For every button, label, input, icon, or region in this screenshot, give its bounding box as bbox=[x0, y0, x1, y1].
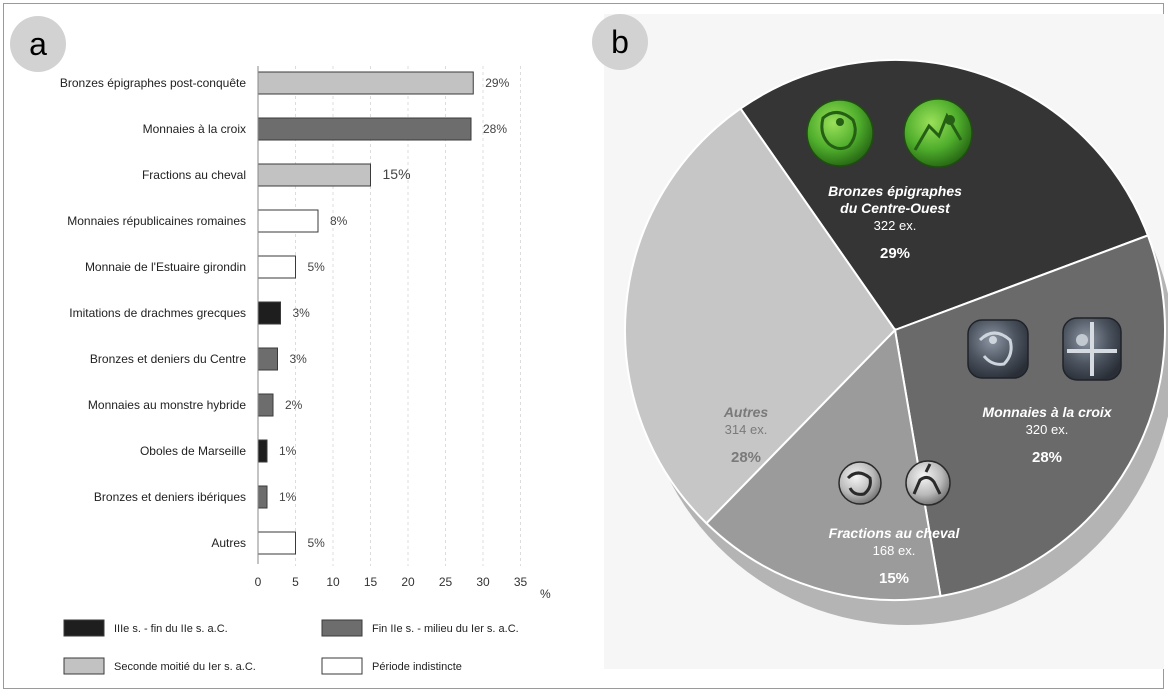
x-tick-label: 30 bbox=[476, 575, 490, 589]
legend-swatch bbox=[63, 619, 105, 637]
legend-label: Période indistincte bbox=[372, 661, 462, 673]
slice-count-label: 168 ex. bbox=[873, 543, 916, 558]
period-legend: IIIe s. - fin du IIe s. a.C. Fin IIe s. -… bbox=[63, 619, 519, 675]
legend-swatch bbox=[321, 619, 363, 637]
horse-fraction-coin-right-icon bbox=[905, 460, 951, 506]
slice-percent-label: 15% bbox=[879, 570, 909, 587]
cross-coin-right-icon bbox=[1062, 317, 1122, 381]
bar-value-label: 3% bbox=[293, 306, 311, 320]
x-tick-label: 15 bbox=[364, 575, 378, 589]
category-label: Monnaies au monstre hybride bbox=[88, 398, 246, 412]
bar-value-label: 1% bbox=[279, 490, 297, 504]
legend-swatch bbox=[63, 657, 105, 675]
x-tick-label: 25 bbox=[439, 575, 453, 589]
pie-slice bbox=[705, 327, 942, 601]
bar-value-label: 15% bbox=[383, 166, 411, 182]
bar bbox=[257, 163, 371, 187]
category-label: Oboles de Marseille bbox=[140, 444, 246, 458]
bar-value-label: 5% bbox=[308, 536, 326, 550]
bar bbox=[257, 393, 274, 417]
coin-illustrations bbox=[806, 98, 1122, 506]
legend-label: Fin IIe s. - milieu du Ier s. a.C. bbox=[372, 623, 519, 635]
slice-name-label: Bronzes épigraphes bbox=[828, 183, 962, 199]
bar bbox=[257, 485, 268, 509]
x-axis-unit-label: % bbox=[540, 587, 551, 601]
slice-name-label: Autres bbox=[723, 404, 769, 420]
panel-a-badge-circle bbox=[10, 16, 66, 72]
slice-name-label: Fractions au cheval bbox=[829, 525, 961, 541]
category-label: Bronzes épigraphes post-conquête bbox=[60, 76, 246, 90]
slice-percent-label: 29% bbox=[880, 245, 910, 262]
panel-b-badge-circle bbox=[592, 14, 648, 70]
slice-name-label: Monnaies à la croix bbox=[982, 404, 1112, 420]
slice-name-label-line2: du Centre-Ouest bbox=[840, 200, 951, 216]
x-tick-label: 35 bbox=[514, 575, 528, 589]
panel-a-badge-letter: a bbox=[29, 26, 47, 62]
pie-slice bbox=[624, 107, 897, 525]
legend-swatch bbox=[321, 657, 363, 675]
category-label: Fractions au cheval bbox=[142, 168, 246, 182]
panel-b-pie-chart: b bbox=[592, 14, 1168, 669]
x-axis-tick-labels: 0 5 10 15 20 25 30 35 bbox=[255, 575, 528, 589]
cross-coin-left-icon bbox=[967, 319, 1029, 379]
category-label: Autres bbox=[211, 536, 246, 550]
bar bbox=[257, 71, 474, 95]
bar bbox=[257, 439, 268, 463]
category-label: Monnaie de l'Estuaire girondin bbox=[85, 260, 246, 274]
category-label: Monnaies à la croix bbox=[143, 122, 246, 136]
bar-value-label: 5% bbox=[308, 260, 326, 274]
bar-value-label: 3% bbox=[290, 352, 308, 366]
slice-count-label: 320 ex. bbox=[1026, 422, 1069, 437]
legend-label: IIIe s. - fin du IIe s. a.C. bbox=[114, 623, 228, 635]
bar-value-label: 1% bbox=[279, 444, 297, 458]
panel-a-bar-chart: a Bronzes épigraphes post-conquête 29% Mon… bbox=[10, 16, 551, 675]
bar bbox=[257, 531, 296, 555]
panel-b-badge-letter: b bbox=[611, 24, 629, 60]
slice-percent-label: 28% bbox=[731, 449, 761, 466]
horse-fraction-coin-left-icon bbox=[838, 461, 882, 505]
bar bbox=[257, 301, 281, 325]
category-label: Bronzes et deniers ibériques bbox=[94, 490, 246, 504]
x-tick-label: 20 bbox=[401, 575, 415, 589]
bar-value-label: 28% bbox=[483, 122, 507, 136]
bar-chart-bars: Bronzes épigraphes post-conquête 29% Monna… bbox=[60, 71, 510, 555]
bar bbox=[257, 347, 278, 371]
bar-value-label: 29% bbox=[485, 76, 509, 90]
category-label: Monnaies républicaines romaines bbox=[67, 214, 246, 228]
bar-chart-grid bbox=[295, 66, 521, 566]
slice-percent-label: 28% bbox=[1032, 449, 1062, 466]
slice-count-label: 314 ex. bbox=[725, 422, 768, 437]
x-tick-label: 0 bbox=[255, 575, 262, 589]
bar-value-label: 2% bbox=[285, 398, 303, 412]
green-coin-right-icon bbox=[903, 98, 973, 168]
bar-value-label: 8% bbox=[330, 214, 348, 228]
bar bbox=[257, 209, 319, 233]
x-tick-label: 5 bbox=[292, 575, 299, 589]
bar bbox=[257, 117, 472, 141]
category-label: Imitations de drachmes grecques bbox=[69, 306, 246, 320]
bar bbox=[257, 255, 296, 279]
slice-count-label: 322 ex. bbox=[874, 218, 917, 233]
category-label: Bronzes et deniers du Centre bbox=[90, 352, 246, 366]
green-coin-left-icon bbox=[806, 99, 874, 167]
x-tick-label: 10 bbox=[326, 575, 340, 589]
legend-label: Seconde moitié du Ier s. a.C. bbox=[114, 661, 256, 673]
